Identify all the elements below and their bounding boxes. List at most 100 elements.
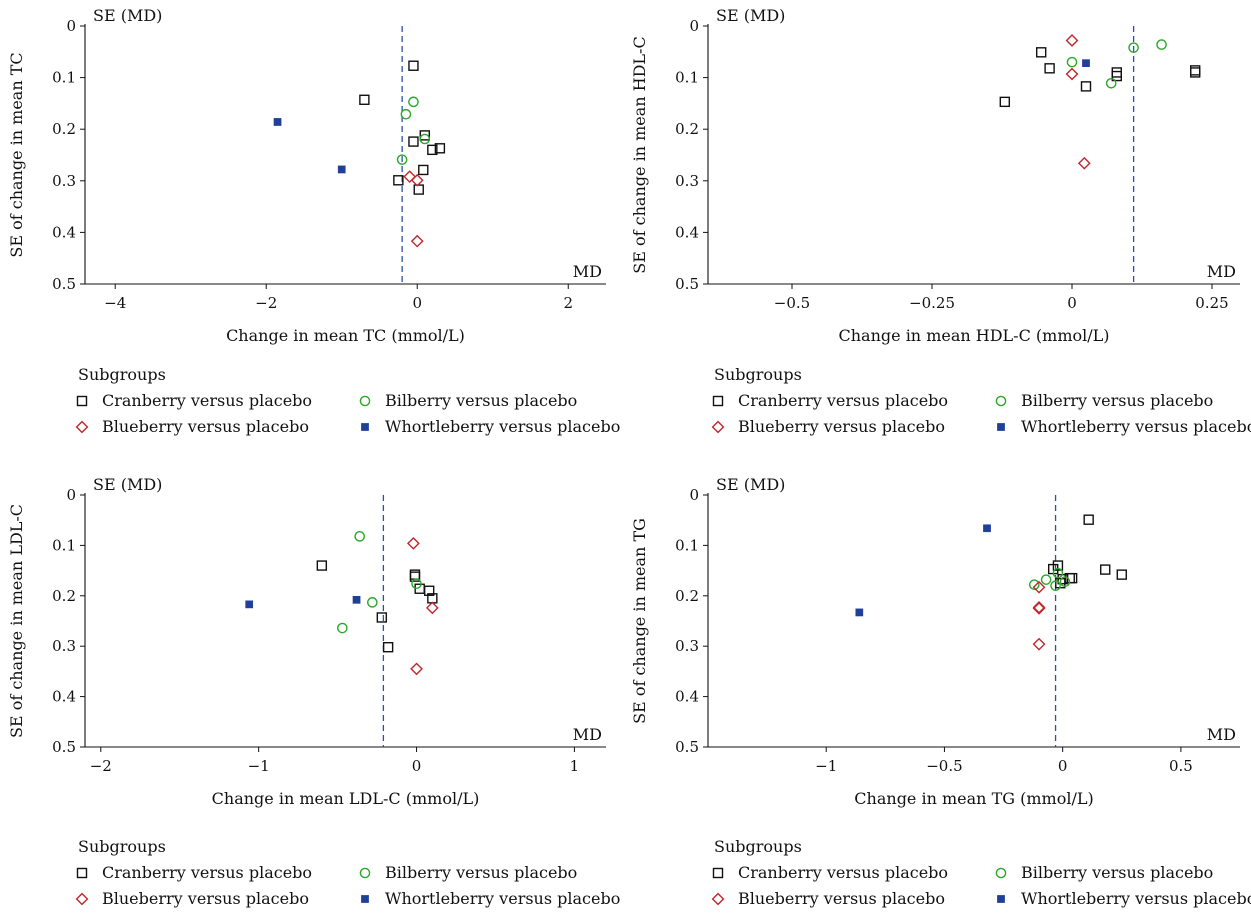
data-point	[367, 597, 378, 608]
y-tick-label: 0	[689, 486, 699, 504]
series-open-square	[316, 560, 438, 653]
series-filled-square	[273, 118, 346, 174]
data-point	[382, 642, 394, 653]
data-point	[1040, 574, 1052, 585]
legend-marker	[995, 395, 1007, 407]
data-point	[1189, 67, 1201, 78]
legend-entry: Whortleberry versus placebo	[385, 417, 620, 436]
chart-tg: 0 0.1 0.2 0.3 0.4 0.5 −1 −0.5 0 0.5 SE (MD) MD Chang…	[630, 475, 1251, 908]
x-tick-label: −1	[248, 757, 270, 775]
y-axis-title: SE of change in mean TG	[630, 518, 649, 724]
x-tick-label: 0	[412, 757, 422, 775]
x-axis-title: Change in mean LDL-C (mmol/L)	[212, 789, 480, 808]
legend-marker	[361, 423, 369, 431]
data-point	[1111, 70, 1123, 82]
legend-marker	[75, 420, 89, 434]
data-point	[408, 136, 419, 147]
data-point	[410, 662, 423, 676]
y-tick-label: 0.3	[675, 637, 699, 655]
axis-end-label: MD	[573, 262, 602, 281]
y-tick-label: 0.2	[675, 587, 699, 605]
data-point	[359, 94, 370, 105]
data-point	[983, 524, 991, 533]
data-point	[400, 108, 412, 120]
x-axis-title: Change in mean TG (mmol/L)	[854, 789, 1093, 808]
data-point	[427, 144, 438, 156]
legend-marker	[76, 867, 88, 879]
legend-entry: Cranberry versus placebo	[102, 391, 312, 410]
axis-end-label: MD	[573, 725, 602, 744]
data-point	[376, 612, 388, 623]
legend-marker	[997, 423, 1005, 431]
data-point	[337, 165, 346, 174]
legend: Subgroups Cranberry versus placebo Bilberr…	[75, 837, 620, 908]
data-point	[273, 118, 282, 126]
chart-ldl-c: 0 0.1 0.2 0.3 0.4 0.5 −2 −1 0 1 SE (MD) MD Change in…	[7, 475, 620, 908]
y-axis-title: SE of change in mean LDL-C	[7, 504, 26, 738]
axis-end-label: MD	[1207, 262, 1236, 281]
legend-title: Subgroups	[714, 837, 802, 856]
legend-marker	[995, 867, 1007, 879]
data-point	[1052, 567, 1064, 579]
legend-entry: Bilberry versus placebo	[385, 391, 577, 410]
corner-label: SE (MD)	[93, 475, 162, 494]
legend: Subgroups Cranberry versus placebo Bilberr…	[711, 837, 1251, 908]
series-open-diamond	[1032, 580, 1046, 651]
data-point	[1032, 601, 1046, 614]
x-tick-label: −1	[815, 757, 837, 775]
y-tick-label: 0.5	[675, 275, 699, 293]
y-tick-label: 0.5	[52, 738, 76, 756]
legend-entry: Blueberry versus placebo	[738, 417, 945, 436]
data-point	[410, 234, 424, 248]
y-tick-label: 0	[66, 486, 76, 504]
y-tick-label: 0.1	[52, 536, 76, 554]
y-tick-label: 0.4	[675, 688, 699, 706]
series-open-square	[999, 47, 1201, 108]
data-point	[410, 173, 424, 187]
y-tick-label: 0.2	[675, 120, 699, 138]
legend-marker	[997, 895, 1005, 903]
data-point	[354, 531, 366, 542]
data-point	[1066, 56, 1078, 68]
legend: Subgroups Cranberry versus placebo Bilberr…	[711, 365, 1251, 436]
x-tick-label: −0.5	[774, 294, 810, 312]
legend-entry: Blueberry versus placebo	[102, 417, 309, 436]
x-tick-label: 0.5	[1169, 757, 1193, 775]
x-tick-label: −4	[104, 294, 126, 312]
legend-entry: Bilberry versus placebo	[385, 863, 577, 882]
legend-entry: Whortleberry versus placebo	[1021, 889, 1251, 908]
data-point	[411, 578, 422, 590]
x-tick-label: 0	[1067, 294, 1077, 312]
data-point	[1156, 39, 1167, 50]
series-open-diamond	[406, 536, 439, 676]
series-filled-square	[1082, 59, 1090, 68]
series-filled-square	[245, 595, 361, 609]
chart-tc: 0 0.1 0.2 0.3 0.4 0.5 −4 −2 0 2 SE (MD) MD Change in…	[7, 6, 620, 436]
data-point	[1083, 514, 1094, 525]
data-point	[396, 154, 408, 165]
data-point	[1032, 602, 1046, 615]
data-point	[1028, 579, 1040, 591]
legend-marker	[359, 867, 371, 879]
y-tick-label: 0	[66, 17, 76, 35]
y-tick-label: 0.1	[52, 69, 76, 87]
legend-marker	[711, 892, 725, 906]
x-tick-label: 2	[563, 294, 573, 312]
data-point	[409, 571, 421, 582]
data-point	[1116, 569, 1127, 580]
data-point	[337, 622, 348, 634]
legend-marker	[359, 395, 371, 407]
legend-marker	[712, 395, 724, 407]
legend-title: Subgroups	[78, 837, 166, 856]
legend-entry: Whortleberry versus placebo	[1021, 417, 1251, 436]
axis-end-label: MD	[1207, 725, 1236, 744]
y-tick-label: 0.1	[675, 69, 699, 87]
series-open-circle	[337, 531, 422, 634]
data-point	[419, 133, 431, 145]
data-point	[1059, 576, 1071, 587]
legend-marker	[711, 420, 725, 434]
data-point	[434, 143, 446, 154]
legend-marker	[75, 892, 89, 906]
data-point	[855, 608, 864, 617]
